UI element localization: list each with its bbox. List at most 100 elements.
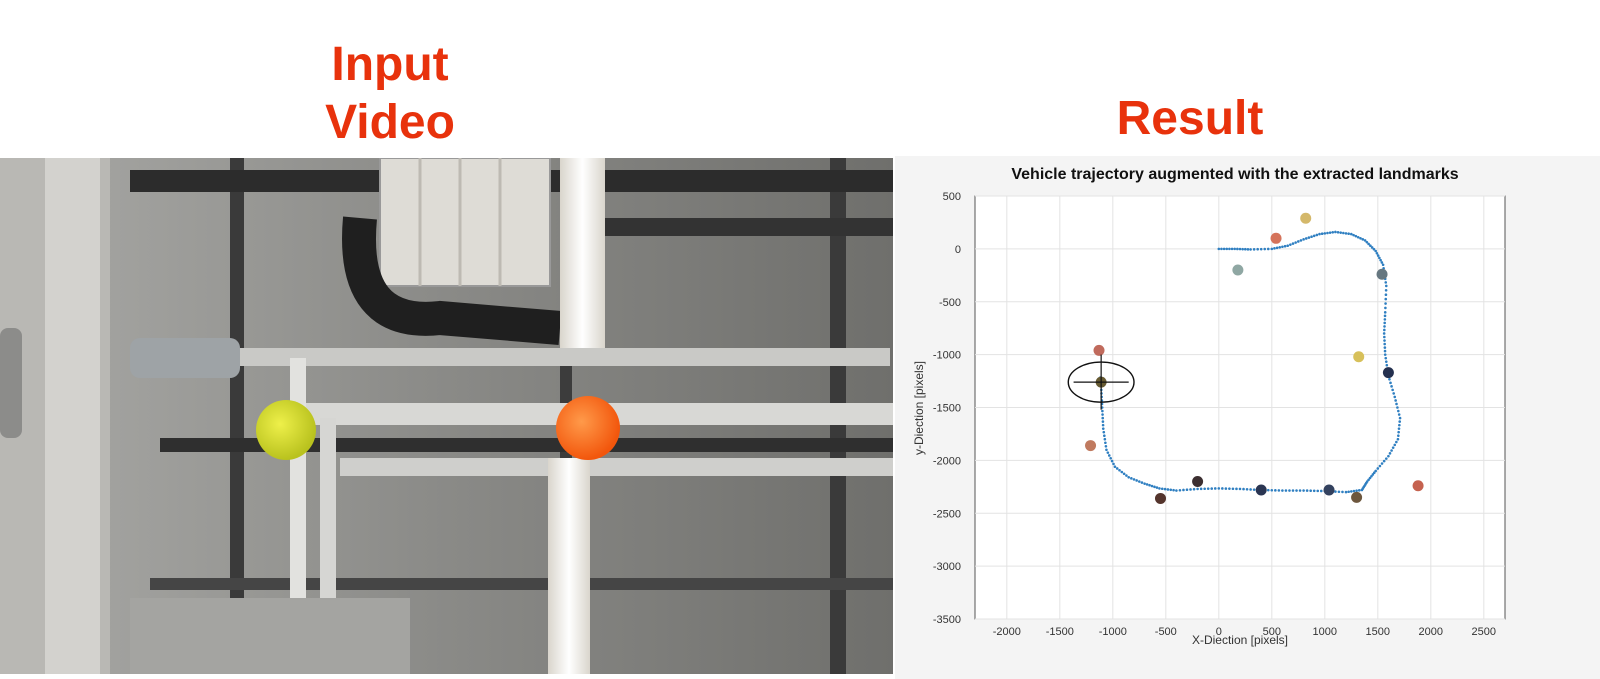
trajectory-point bbox=[1344, 232, 1348, 235]
trajectory-point bbox=[1275, 246, 1279, 250]
trajectory-point bbox=[1101, 423, 1105, 427]
trajectory-point bbox=[1310, 235, 1313, 239]
trajectory-point bbox=[1379, 258, 1382, 262]
trajectory-point bbox=[1246, 248, 1250, 251]
trajectory-point bbox=[1382, 459, 1386, 463]
trajectory-point bbox=[1101, 427, 1105, 430]
landmark-point bbox=[1300, 212, 1312, 224]
trajectory-point bbox=[1185, 488, 1189, 492]
x-tick-label: 500 bbox=[1263, 626, 1281, 638]
trajectory-point bbox=[1383, 346, 1387, 349]
trajectory-point bbox=[1166, 488, 1170, 491]
landmark-point bbox=[1382, 367, 1394, 379]
trajectory-point bbox=[1350, 490, 1353, 493]
trajectory-point bbox=[1374, 469, 1377, 473]
trajectory-point bbox=[1106, 451, 1110, 454]
trajectory-point bbox=[1371, 473, 1375, 476]
trajectory-point bbox=[1115, 467, 1119, 470]
trajectory-point bbox=[1389, 381, 1392, 385]
trajectory-point bbox=[1396, 409, 1400, 413]
trajectory-point bbox=[1384, 293, 1388, 296]
trajectory-point bbox=[1127, 475, 1130, 479]
trajectory-point bbox=[1288, 489, 1291, 492]
trajectory-point bbox=[1347, 490, 1350, 494]
trajectory-point bbox=[1390, 449, 1393, 452]
trajectory-point bbox=[1312, 234, 1316, 238]
x-tick-label: -1500 bbox=[1046, 626, 1074, 638]
trajectory-point bbox=[1352, 233, 1355, 237]
trajectory-point bbox=[1224, 487, 1228, 490]
trajectory-point bbox=[1365, 240, 1369, 244]
trajectory-point bbox=[1270, 247, 1274, 251]
trajectory-point bbox=[1231, 487, 1235, 491]
trajectory-point bbox=[1318, 232, 1321, 236]
trajectory-point bbox=[1291, 242, 1295, 245]
trajectory-point bbox=[1297, 240, 1300, 243]
trajectory-point bbox=[1393, 395, 1397, 399]
trajectory-point bbox=[1355, 489, 1358, 492]
trajectory-point bbox=[1383, 328, 1386, 332]
trajectory-point bbox=[1360, 488, 1364, 492]
trajectory-point bbox=[1367, 478, 1370, 482]
trajectory-point bbox=[1252, 488, 1256, 491]
trajectory-point bbox=[1242, 487, 1245, 491]
input-heading-line1: Input bbox=[331, 38, 449, 91]
landmark-point bbox=[1376, 268, 1388, 280]
trajectory-point bbox=[1221, 487, 1224, 490]
trajectory-point bbox=[1383, 314, 1387, 318]
y-tick-label: -500 bbox=[939, 297, 961, 309]
x-tick-label: 0 bbox=[1216, 626, 1222, 638]
trajectory-point bbox=[1263, 247, 1267, 251]
trajectory-point bbox=[1383, 318, 1387, 321]
trajectory-point bbox=[1189, 488, 1192, 491]
trajectory-point bbox=[1163, 487, 1167, 491]
trajectory-point bbox=[1284, 489, 1288, 492]
landmark-point bbox=[1323, 484, 1335, 496]
trajectory-point bbox=[1384, 306, 1387, 310]
trajectory-point bbox=[1359, 237, 1362, 240]
trajectory-point bbox=[1233, 247, 1236, 251]
trajectory-point bbox=[1385, 363, 1389, 367]
input-heading-line2: Video bbox=[325, 96, 455, 149]
input-video-frame[interactable] bbox=[0, 158, 893, 674]
trajectory-point bbox=[1266, 247, 1270, 251]
landmark-series bbox=[1085, 212, 1424, 504]
trajectory-point bbox=[1376, 254, 1380, 257]
trajectory-point bbox=[1342, 231, 1345, 235]
trajectory-point bbox=[1175, 489, 1178, 492]
trajectory-point bbox=[1143, 482, 1146, 485]
trajectory-point bbox=[1125, 474, 1128, 477]
trajectory-point bbox=[1368, 476, 1372, 480]
trajectory-point bbox=[1334, 490, 1337, 493]
trajectory-point bbox=[1150, 484, 1154, 488]
grid-lines bbox=[975, 195, 1505, 620]
trajectory-point bbox=[1320, 232, 1324, 236]
trajectory-point bbox=[1326, 231, 1329, 235]
trajectory-point bbox=[1380, 261, 1384, 264]
trajectory-point bbox=[1103, 437, 1107, 441]
trajectory-point bbox=[1278, 245, 1282, 249]
trajectory-point bbox=[1397, 430, 1400, 434]
trajectory-point bbox=[1357, 489, 1361, 492]
trajectory-point bbox=[1294, 241, 1297, 244]
trajectory-point bbox=[1398, 416, 1402, 420]
trajectory-point bbox=[1249, 248, 1252, 251]
x-tick-label: -1000 bbox=[1099, 626, 1127, 638]
trajectory-point bbox=[1158, 487, 1161, 490]
trajectory-point bbox=[1395, 402, 1398, 406]
trajectory-point bbox=[1388, 378, 1391, 381]
trajectory-point bbox=[1104, 444, 1108, 448]
trajectory-point bbox=[1397, 413, 1401, 416]
trajectory-point bbox=[1375, 251, 1379, 255]
trajectory-point bbox=[1256, 247, 1259, 251]
trajectory-point bbox=[1370, 246, 1374, 249]
trajectory-point bbox=[1307, 236, 1311, 239]
orange-ball-landmark bbox=[556, 396, 620, 460]
trajectory-point bbox=[1352, 489, 1356, 493]
trajectory-point bbox=[1113, 465, 1117, 469]
trajectory-point bbox=[1336, 231, 1340, 234]
trajectory-point bbox=[1390, 385, 1393, 388]
landmark-point bbox=[1270, 232, 1282, 244]
trajectory-point bbox=[1398, 423, 1401, 427]
trajectory-point bbox=[1135, 479, 1138, 482]
